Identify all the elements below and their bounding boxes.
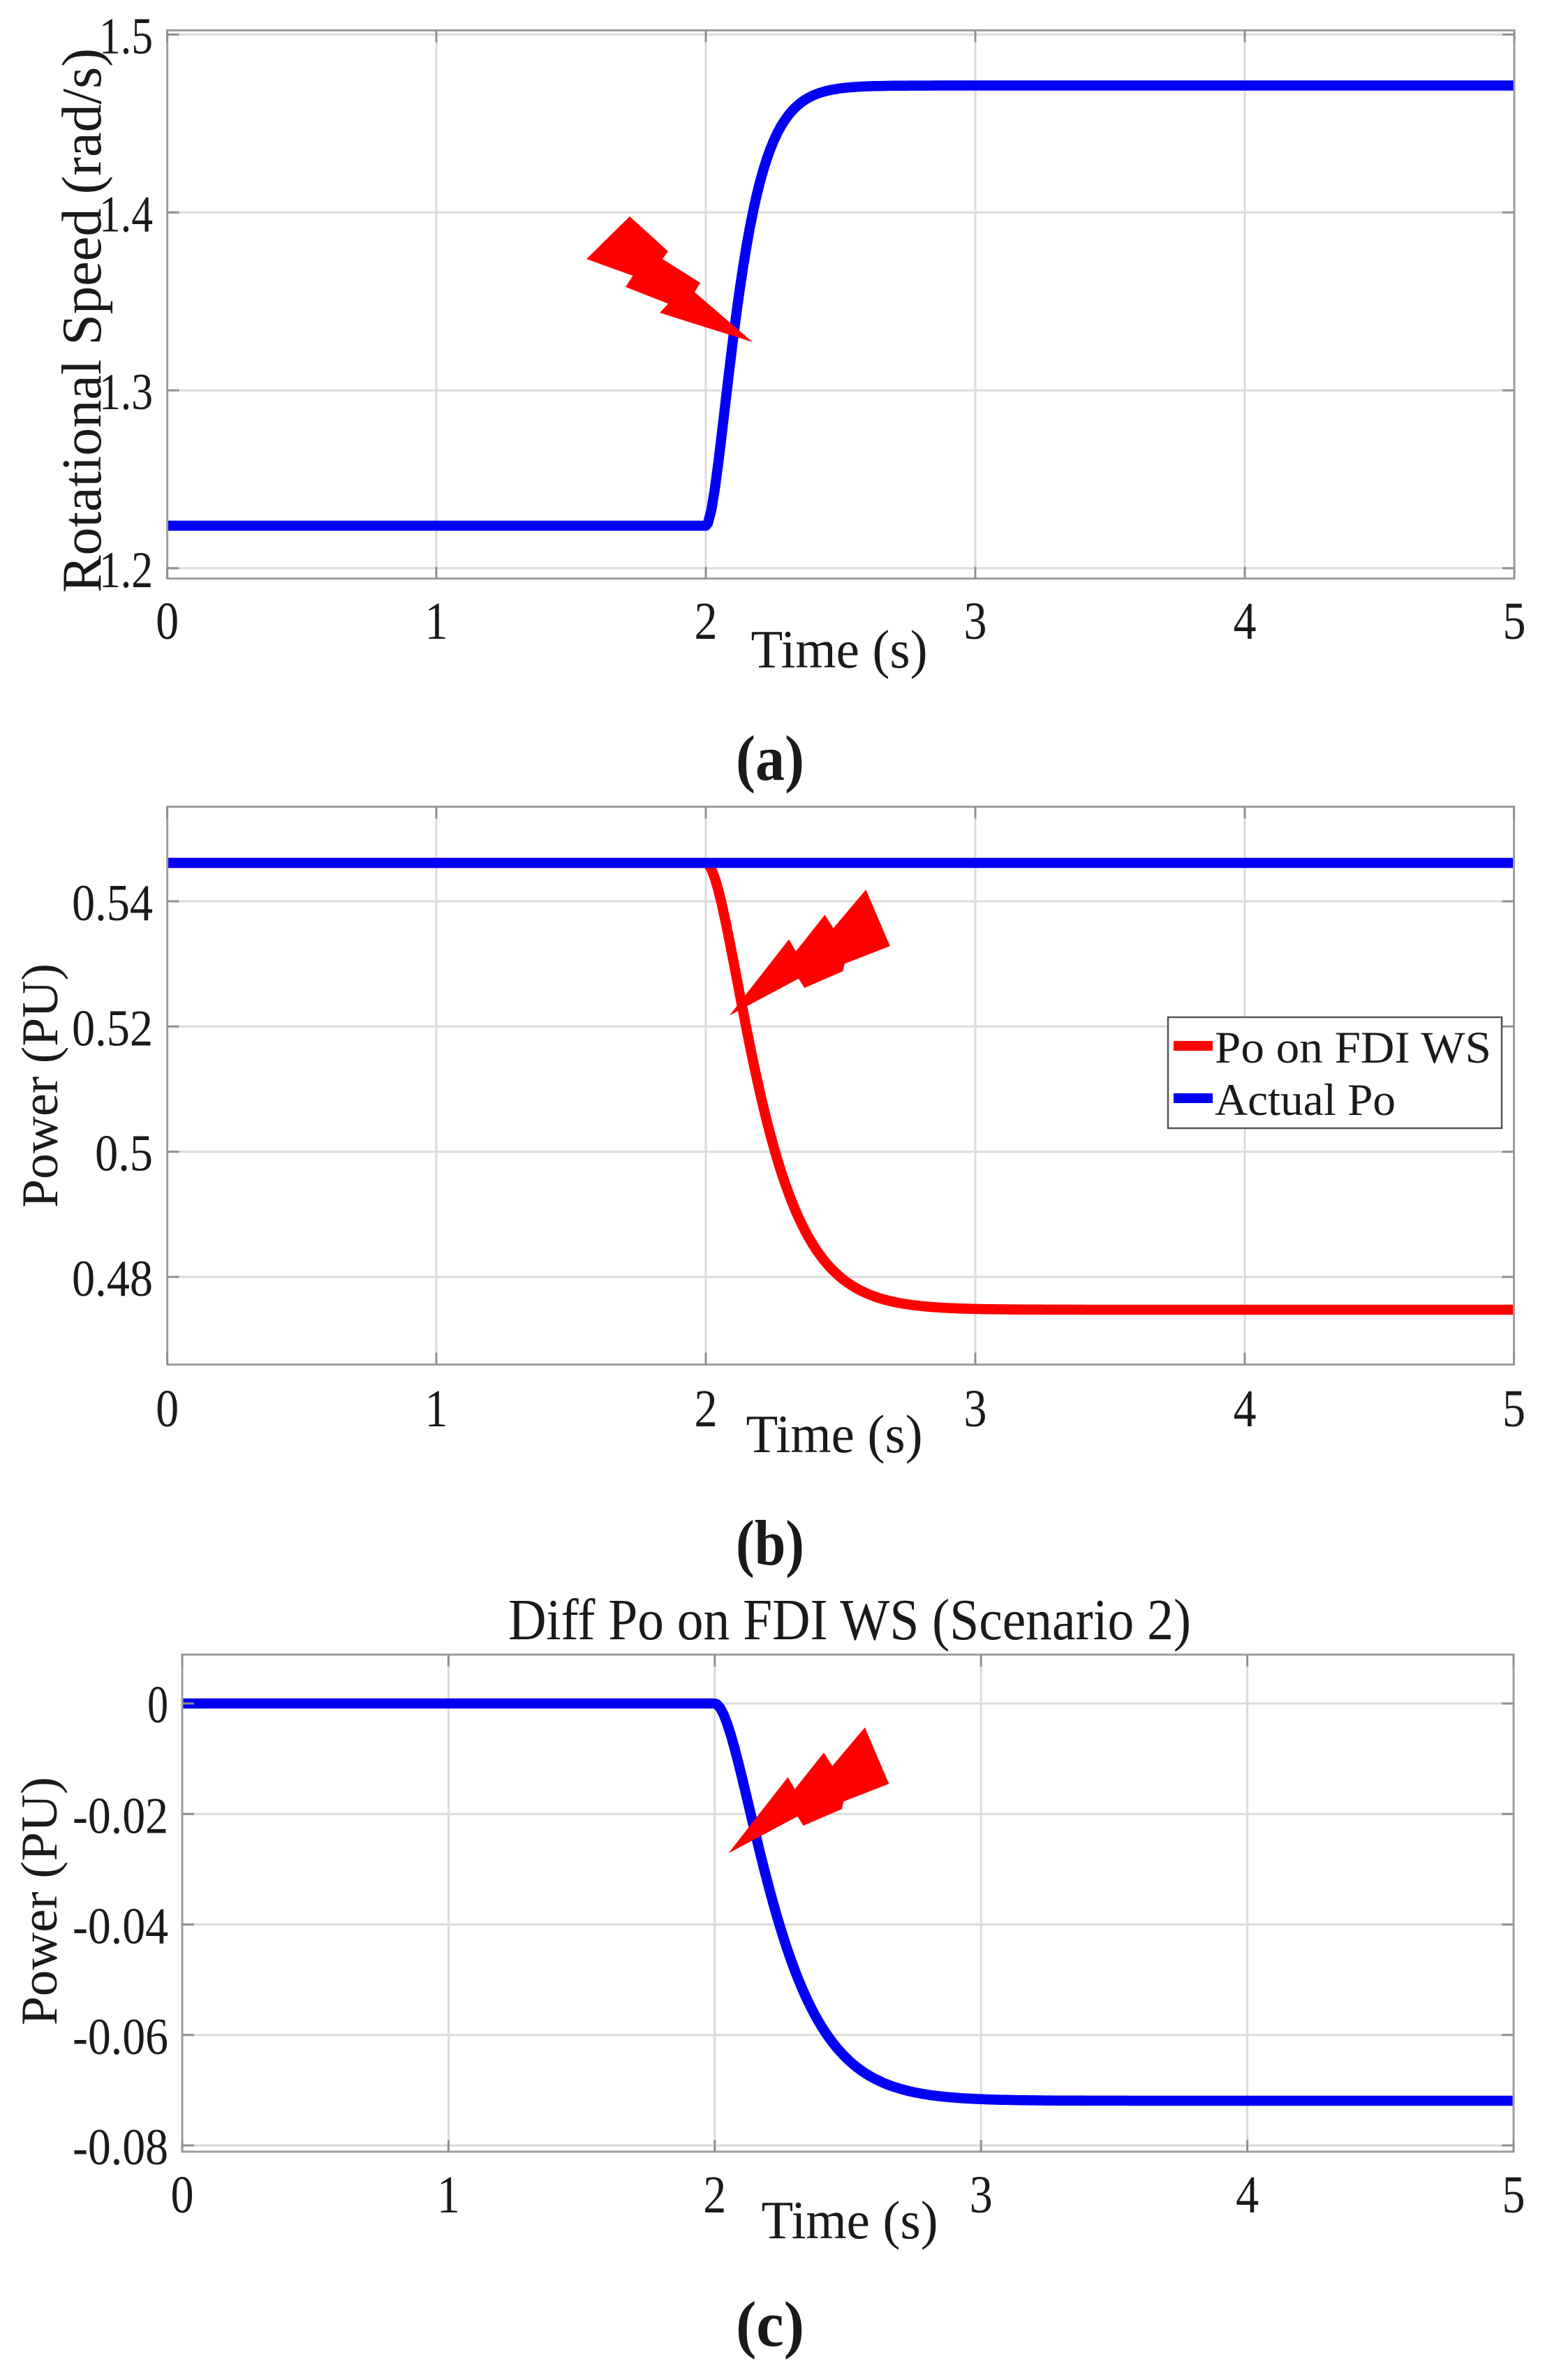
svg-text:Rotational Speed (rad/s): Rotational Speed (rad/s)	[52, 48, 113, 593]
svg-text:Diff Po on FDI WS (Scenario 2): Diff Po on FDI WS (Scenario 2)	[508, 1588, 1191, 1653]
svg-text:0.48: 0.48	[72, 1250, 153, 1308]
svg-text:5: 5	[1502, 1380, 1525, 1438]
svg-text:Po on FDI WS: Po on FDI WS	[1215, 1023, 1491, 1073]
svg-text:5: 5	[1503, 592, 1526, 651]
svg-text:Time (s): Time (s)	[762, 2190, 938, 2250]
svg-text:1: 1	[437, 2166, 460, 2224]
svg-text:4: 4	[1236, 2166, 1259, 2224]
svg-text:(a): (a)	[736, 723, 804, 794]
svg-text:0.5: 0.5	[95, 1125, 153, 1183]
svg-text:1.4: 1.4	[99, 186, 153, 243]
svg-text:(b): (b)	[736, 1507, 804, 1579]
svg-text:3: 3	[964, 1380, 987, 1438]
svg-text:1: 1	[425, 592, 448, 651]
svg-text:(c): (c)	[736, 2289, 804, 2360]
svg-text:0: 0	[156, 592, 179, 651]
svg-text:2: 2	[695, 592, 718, 651]
svg-text:2: 2	[703, 2166, 726, 2224]
svg-text:1.3: 1.3	[99, 364, 153, 421]
svg-text:2: 2	[695, 1380, 718, 1438]
svg-text:Time (s): Time (s)	[746, 1404, 923, 1464]
svg-text:4: 4	[1234, 592, 1257, 651]
svg-text:0: 0	[156, 1380, 179, 1438]
svg-text:Power (PU): Power (PU)	[12, 963, 69, 1208]
svg-text:4: 4	[1234, 1380, 1257, 1438]
svg-text:0: 0	[171, 2166, 194, 2224]
svg-text:5: 5	[1502, 2166, 1525, 2224]
svg-text:0.54: 0.54	[72, 875, 153, 932]
svg-text:Actual Po: Actual Po	[1215, 1075, 1396, 1125]
svg-text:3: 3	[964, 592, 987, 651]
svg-text:-0.04: -0.04	[73, 1898, 168, 1956]
svg-text:1.5: 1.5	[99, 8, 153, 66]
svg-text:Time (s): Time (s)	[751, 619, 928, 679]
svg-text:-0.02: -0.02	[73, 1787, 168, 1845]
svg-text:1: 1	[425, 1380, 448, 1438]
svg-text:Power (PU): Power (PU)	[11, 1777, 68, 2025]
svg-text:-0.06: -0.06	[73, 2009, 168, 2066]
svg-text:3: 3	[970, 2166, 993, 2224]
svg-text:-0.08: -0.08	[73, 2119, 168, 2176]
svg-text:0.52: 0.52	[72, 1000, 153, 1057]
svg-text:0: 0	[147, 1676, 168, 1734]
svg-text:1.2: 1.2	[99, 542, 153, 599]
